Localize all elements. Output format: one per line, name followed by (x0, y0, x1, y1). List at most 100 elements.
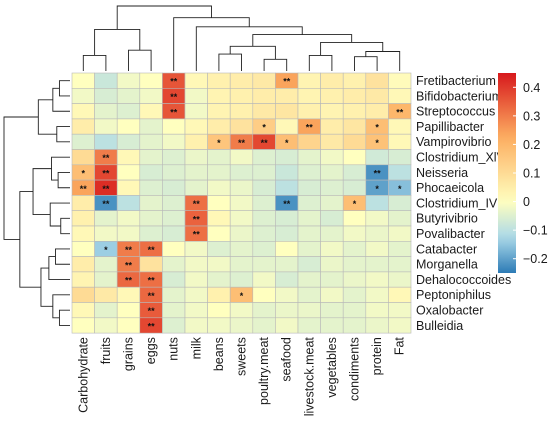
heatmap-cell (116, 149, 141, 166)
heatmap-cell (320, 210, 344, 227)
heatmap-cell (365, 72, 389, 89)
column-label: Fat (393, 337, 407, 356)
heatmap-cell (388, 195, 412, 211)
heatmap-cell (94, 133, 118, 150)
heatmap-cell (207, 210, 231, 227)
heatmap-cell (320, 88, 344, 104)
heatmap-cell (388, 271, 412, 288)
heatmap-cell (229, 88, 254, 104)
heatmap-cell (184, 133, 208, 150)
heatmap-cell (365, 149, 389, 166)
row-label: Butyrivibrio (416, 212, 478, 226)
heatmap-cell (116, 317, 141, 334)
heatmap-cell (229, 179, 254, 196)
heatmap-cell (252, 164, 276, 181)
column-label: vegetables (325, 337, 339, 397)
heatmap-cell (116, 164, 141, 181)
heatmap-cell (207, 302, 231, 319)
heatmap-cell (252, 302, 276, 319)
heatmap-cell (184, 271, 208, 288)
heatmap-cell (320, 271, 344, 288)
heatmap-cell (297, 241, 321, 257)
colorbar: 0.4 0.3 0.2 0.1 0 −0.1 −0.2 (498, 73, 548, 273)
dendrogram-branch (173, 17, 250, 71)
heatmap-cell (94, 72, 118, 89)
heatmap-cell (94, 286, 118, 303)
heatmap-cell (71, 241, 95, 257)
heatmap-cell (139, 149, 163, 166)
heatmap-cell (94, 317, 118, 334)
heatmap-cell (162, 179, 186, 196)
heatmap-cell (116, 88, 141, 104)
dendrogram-branch (320, 41, 384, 56)
heatmap-cell (388, 149, 412, 166)
significance-star: ** (102, 153, 110, 163)
heatmap-cell (365, 225, 389, 242)
column-label: protein (370, 337, 384, 375)
row-label: Fretibacterium (416, 74, 496, 88)
heatmap-cell (320, 225, 344, 242)
significance-star: ** (102, 199, 110, 209)
heatmap-cell (116, 210, 141, 227)
heatmap-cell (252, 256, 276, 273)
colorbar-gradient (498, 73, 516, 273)
heatmap-cell (297, 72, 321, 89)
heatmap-cell (252, 149, 276, 166)
row-label: Neisseria (416, 166, 468, 180)
column-dendrogram (82, 5, 401, 71)
heatmap-cell (71, 302, 95, 319)
column-label: poultry.meat (257, 337, 271, 405)
significance-star: ** (148, 321, 156, 331)
heatmap-cell (320, 118, 344, 135)
heatmap-cell (94, 256, 118, 273)
heatmap-cell (275, 271, 299, 288)
heatmap-cell (229, 72, 254, 89)
significance-star: ** (102, 184, 110, 194)
heatmap-cell (297, 164, 321, 181)
heatmap-cell (342, 149, 367, 166)
dendrogram-branch (58, 80, 70, 97)
heatmap-cell (320, 256, 344, 273)
heatmap-cell (139, 210, 163, 227)
dendrogram-branch (37, 99, 57, 135)
heatmap-cell (388, 210, 412, 227)
heatmap-cell (207, 241, 231, 257)
heatmap-cell (184, 103, 208, 120)
heatmap-cell (71, 133, 95, 150)
heatmap-cell (252, 103, 276, 120)
heatmap-cell (275, 179, 299, 196)
row-label: Catabacter (416, 242, 477, 256)
heatmap-cell (71, 149, 95, 166)
heatmap-cell (275, 302, 299, 319)
dendrogram-branch (229, 45, 276, 60)
heatmap-cell (297, 225, 321, 242)
heatmap-cell (320, 103, 344, 120)
heatmap-cell (139, 164, 163, 181)
row-label: Povalibacter (416, 227, 485, 241)
heatmap-cell (184, 241, 208, 257)
heatmap-cell (229, 118, 254, 135)
row-label: Dehalococcoides (416, 273, 511, 287)
heatmap-cell (297, 271, 321, 288)
heatmap-cell (184, 88, 208, 104)
heatmap-cell (94, 103, 118, 120)
heatmap-cell (275, 256, 299, 273)
heatmap-cell (139, 195, 163, 211)
heatmap-cell (162, 133, 186, 150)
heatmap-cell (388, 256, 412, 273)
heatmap-cell (162, 195, 186, 211)
significance-star: ** (283, 77, 291, 87)
heatmap-cell (365, 317, 389, 334)
heatmap-cell (229, 164, 254, 181)
heatmap-cell (320, 133, 344, 150)
heatmap-cell (297, 133, 321, 150)
column-label: nuts (167, 337, 181, 361)
dendrogram-branch (94, 28, 141, 56)
column-label: Carbohydrate (76, 337, 90, 413)
heatmap-cell (184, 164, 208, 181)
significance-star: * (375, 138, 379, 148)
significance-star: ** (102, 168, 110, 178)
row-label: Bulleidia (416, 319, 463, 333)
